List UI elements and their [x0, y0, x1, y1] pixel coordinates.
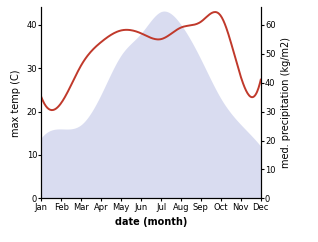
X-axis label: date (month): date (month)	[115, 217, 187, 227]
Y-axis label: max temp (C): max temp (C)	[11, 69, 21, 136]
Y-axis label: med. precipitation (kg/m2): med. precipitation (kg/m2)	[281, 37, 291, 168]
